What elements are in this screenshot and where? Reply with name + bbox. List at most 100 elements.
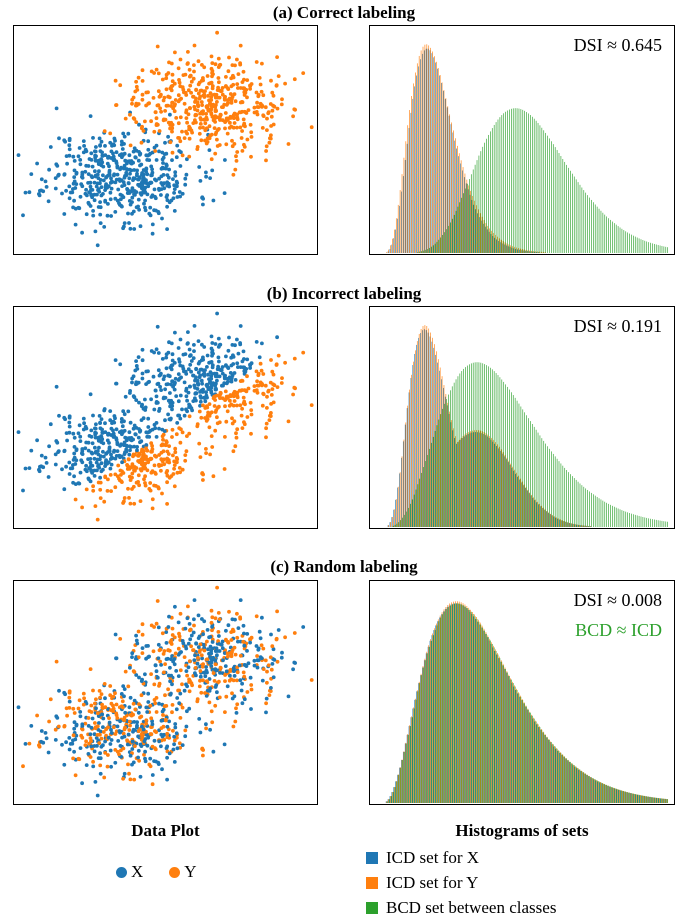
histogram-bar-icd-y — [552, 743, 553, 803]
histogram-bar-icd-x — [652, 797, 654, 803]
scatter-point-y — [260, 126, 265, 130]
histogram-bar-bcd — [425, 249, 426, 253]
scatter-point-y — [252, 384, 257, 388]
scatter-point-x — [169, 673, 174, 678]
scatter-point-x — [37, 467, 41, 472]
scatter-point-y — [142, 752, 146, 757]
scatter-point-y — [102, 682, 107, 686]
scatter-point-x — [89, 193, 94, 198]
histogram-bar-bcd — [528, 418, 529, 527]
scatter-point-y — [218, 665, 223, 670]
scatter-point-x — [215, 653, 219, 658]
histogram-bar-bcd — [583, 190, 585, 253]
scatter-point-x — [260, 615, 264, 620]
histogram-bar-bcd — [570, 170, 571, 253]
scatter-point-x — [269, 686, 273, 690]
scatter-point-x — [177, 357, 181, 362]
scatter-point-x — [230, 696, 235, 701]
scatter-point-y — [185, 62, 190, 66]
scatter-point-x — [119, 417, 124, 421]
scatter-point-x — [76, 205, 81, 210]
scatter-point-x — [114, 150, 119, 155]
scatter-point-x — [174, 707, 179, 712]
scatter-point-y — [178, 440, 183, 445]
histogram-bar-icd-x — [425, 330, 427, 527]
scatter-point-x — [53, 462, 58, 467]
scatter-point-y — [81, 702, 86, 707]
histogram-bar-icd-y — [407, 405, 409, 527]
histogram-bar-bcd — [558, 750, 560, 803]
scatter-point-x — [156, 625, 161, 630]
histogram-bar-icd-y — [518, 248, 519, 253]
histogram-bar-bcd — [636, 515, 638, 527]
scatter-point-y — [146, 90, 150, 95]
scatter-point-y — [269, 358, 273, 362]
scatter-point-x — [169, 367, 174, 372]
scatter-point-x — [128, 665, 132, 670]
scatter-point-x — [90, 164, 95, 169]
scatter-point-x — [109, 728, 113, 732]
scatter-point-x — [89, 725, 94, 730]
histogram-bar-icd-x — [660, 798, 662, 803]
scatter-point-y — [209, 66, 214, 71]
histogram-bar-icd-x — [593, 779, 595, 803]
histogram-bar-bcd — [621, 790, 623, 803]
scatter-point-y — [144, 454, 148, 459]
histogram-bar-icd-y — [477, 209, 479, 253]
scatter-point-y — [188, 83, 193, 88]
histogram-bar-icd-x — [505, 459, 507, 527]
histogram-bar-icd-x — [477, 213, 478, 253]
histogram-bar-bcd — [625, 231, 627, 253]
histogram-bar-bcd — [644, 240, 646, 253]
histogram-bar-icd-y — [489, 228, 491, 253]
scatter-point-x — [150, 167, 155, 172]
scatter-point-x — [172, 361, 177, 365]
histogram-bar-icd-x — [475, 209, 477, 253]
scatter-point-x — [71, 154, 76, 159]
scatter-point-y — [121, 705, 125, 710]
histogram-bar-bcd — [434, 630, 436, 803]
histogram-bar-icd-y — [544, 734, 546, 803]
scatter-point-x — [159, 744, 163, 749]
histogram-bar-icd-x — [528, 712, 530, 803]
histogram-bar-icd-y — [405, 422, 407, 527]
scatter-point-x — [183, 176, 188, 181]
scatter-point-x — [126, 409, 131, 414]
scatter-point-x — [127, 452, 132, 457]
scatter-point-y — [188, 74, 192, 79]
scatter-point-y — [292, 385, 297, 390]
scatter-point-x — [43, 179, 48, 184]
scatter-point-y — [166, 94, 171, 99]
scatter-point-y — [97, 741, 102, 746]
scatter-point-y — [231, 724, 236, 729]
scatter-point-x — [46, 475, 51, 479]
scatter-point-y — [235, 611, 239, 616]
scatter-point-y — [180, 467, 185, 472]
scatter-point-y — [235, 403, 239, 408]
scatter-point-x — [154, 158, 159, 162]
histogram-bar-icd-y — [643, 795, 645, 803]
histogram-bar-icd-y — [395, 218, 397, 253]
scatter-point-y — [73, 497, 78, 502]
histogram-bar-bcd — [591, 777, 592, 803]
histogram-bar-icd-y — [483, 628, 485, 803]
scatter-point-y — [205, 74, 210, 78]
scatter-point-y — [167, 60, 171, 65]
histogram-bar-bcd — [451, 386, 453, 527]
histogram-bar-icd-x — [484, 633, 486, 803]
scatter-point-x — [192, 383, 197, 388]
scatter-point-x — [16, 153, 21, 157]
scatter-point-y — [170, 710, 174, 715]
histogram-bar-icd-x — [490, 234, 492, 253]
scatter-point-x — [144, 656, 149, 661]
histogram-bar-icd-x — [433, 630, 435, 803]
scatter-point-x — [78, 434, 83, 439]
histogram-bar-bcd — [442, 234, 444, 253]
scatter-point-y — [229, 638, 234, 642]
scatter-point-x — [160, 216, 164, 221]
histogram-bar-icd-x — [528, 493, 530, 527]
histogram-bar-bcd — [646, 517, 648, 527]
scatter-point-x — [211, 655, 216, 660]
scatter-point-y — [108, 131, 113, 136]
scatter-point-y — [270, 387, 275, 391]
